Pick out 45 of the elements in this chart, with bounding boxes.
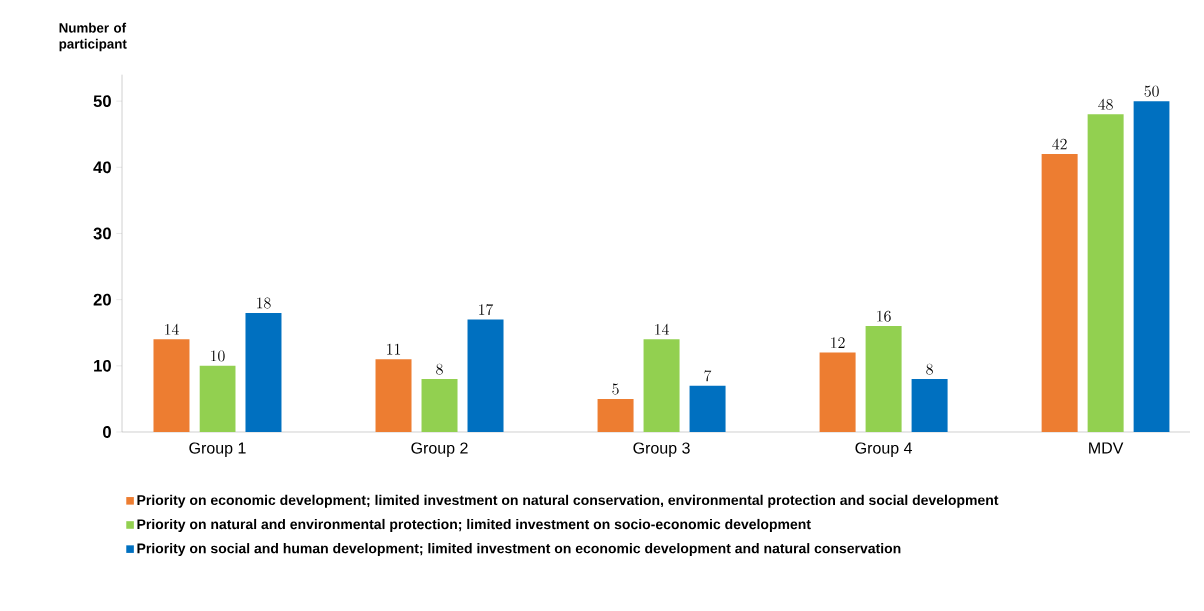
bar xyxy=(1041,154,1078,433)
y-tick-label: 40 xyxy=(93,161,111,174)
legend-label: Priority on economic development; limited investment on natural conservation, environmental protection and social development xyxy=(137,494,999,508)
bar xyxy=(643,339,680,433)
bar xyxy=(153,339,190,433)
data-label: 14 xyxy=(165,324,179,335)
bar xyxy=(689,385,726,433)
y-tick-label: 50 xyxy=(93,95,111,108)
data-label: 8 xyxy=(436,363,443,375)
bar xyxy=(865,326,902,433)
x-tick-label: MDV xyxy=(1089,442,1124,454)
bar xyxy=(375,359,412,433)
data-label: 14 xyxy=(655,324,669,335)
data-label: 11 xyxy=(387,344,401,355)
bar xyxy=(911,379,948,433)
x-tick-label: Group 2 xyxy=(411,442,468,458)
bar xyxy=(467,319,504,433)
data-label: 42 xyxy=(1052,138,1067,150)
data-label: 50 xyxy=(1144,85,1159,97)
data-label: 18 xyxy=(257,297,271,309)
bar xyxy=(819,352,856,433)
data-label: 16 xyxy=(877,310,891,322)
legend-label: Priority on social and human development; limited investment on economic development and natural conservation xyxy=(137,543,901,557)
legend-label: Priority on natural and environmental protection; limited investment on socio-economic development xyxy=(137,519,811,533)
x-tick-label: Group 1 xyxy=(189,442,246,458)
y-tick-label: 30 xyxy=(93,227,111,240)
x-tick-label: Group 4 xyxy=(855,442,913,458)
data-label: 48 xyxy=(1098,99,1113,111)
data-label: 12 xyxy=(831,337,845,349)
bar xyxy=(421,379,458,433)
y-tick-label: 10 xyxy=(94,360,111,372)
y-tick-label: 20 xyxy=(93,293,111,306)
bar xyxy=(1133,101,1170,433)
bar xyxy=(199,365,236,433)
data-label: 17 xyxy=(479,304,494,316)
data-label: 8 xyxy=(926,363,933,375)
bar xyxy=(1087,114,1124,433)
bar xyxy=(597,399,634,433)
y-axis-title: Number of participant xyxy=(59,23,127,52)
x-tick-label: Group 3 xyxy=(633,442,690,458)
data-label: 7 xyxy=(704,370,712,382)
data-label: 10 xyxy=(211,350,225,362)
y-tick-label: 0 xyxy=(103,426,111,439)
bar xyxy=(245,313,282,433)
data-label: 5 xyxy=(612,383,619,395)
